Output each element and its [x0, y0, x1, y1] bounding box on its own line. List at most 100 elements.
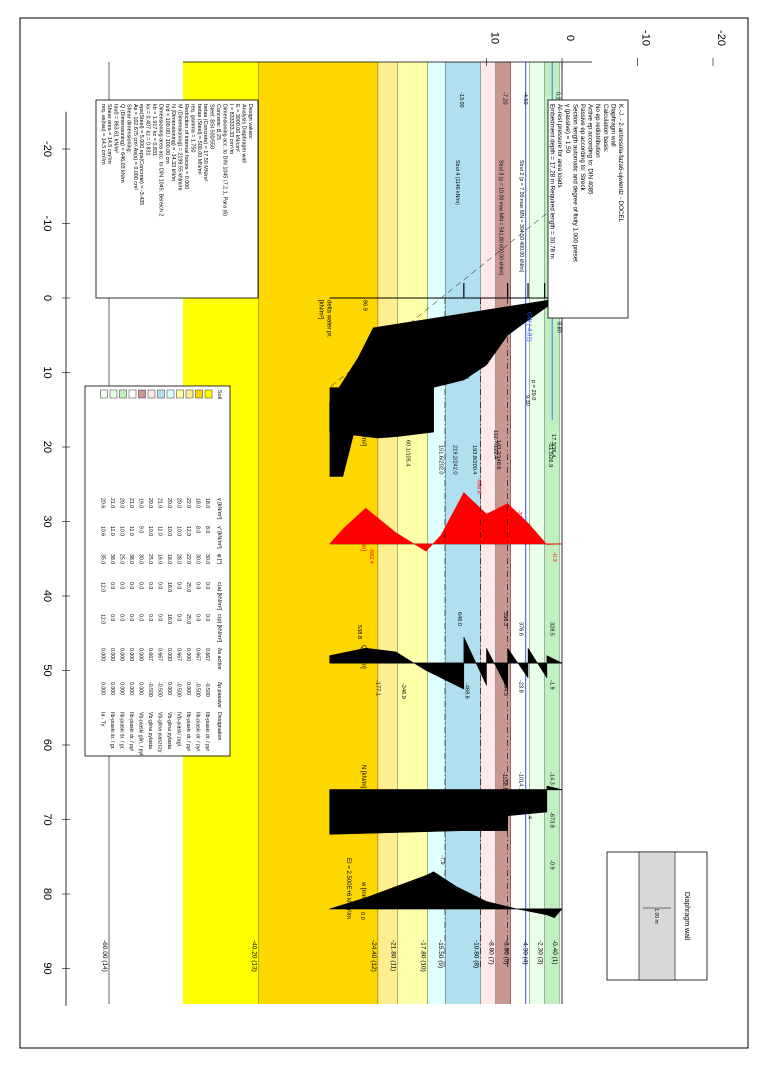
legend-cell: 0.000	[109, 682, 115, 695]
shear-value: -177.1	[374, 680, 380, 696]
legend-header: c(p) [kN/m²]	[216, 614, 222, 643]
legend-cell: Ia - Ty	[100, 712, 106, 727]
legend-header: Soil	[216, 390, 222, 399]
legend-cell: 38.0	[128, 554, 134, 564]
moment-value: -325.2	[516, 510, 522, 526]
design-line: req. gamma = 1.750	[189, 104, 195, 152]
legend-cell: Vb-glina pylasta	[166, 712, 172, 749]
layer-label: -24.40 (12)	[370, 940, 377, 972]
legend-cell: 0.000	[185, 682, 191, 695]
normal-force-value: -1014.1	[518, 772, 524, 791]
design-line: h/d = 100.00 / 100.00 cm	[164, 104, 170, 164]
deflection-value: -7.9	[439, 855, 445, 865]
legend-cell: 0.000	[100, 648, 106, 661]
design-line: tau0 = 863.61 kN/m²	[113, 104, 119, 153]
deflection-title: w [mm]	[360, 881, 366, 902]
wall-thickness: 1.00 m	[653, 908, 659, 923]
legend-cell: -0.500	[195, 682, 201, 697]
layer-label: -8.80 (7)	[488, 940, 495, 965]
layer-label: -6.80 (5)	[503, 940, 510, 965]
depth-label: -4.50	[522, 92, 528, 105]
legend-cell: 20.0	[119, 498, 125, 508]
layer-label: -40.20 (13)	[250, 940, 257, 972]
earth-pressure-value: 77.5	[480, 355, 486, 366]
header-line: Diaphragm wall	[609, 104, 616, 147]
left-axis-tick-label: 50	[41, 664, 53, 676]
legend-cell: 0.000	[128, 648, 134, 661]
wall-section	[638, 851, 676, 981]
legend-header: φ [°]	[216, 554, 222, 565]
moment-value: -61.6	[465, 528, 471, 541]
shear-value: 538.8	[356, 625, 362, 639]
left-axis-tick-label: 0	[41, 295, 53, 301]
left-axis-tick-label: 90	[41, 962, 53, 974]
strut-stage-label: Strut 3 (p = 10.00 max MN = 541.80 600.0…	[498, 160, 504, 276]
legend-cell: 11.0	[128, 526, 134, 536]
earth-pressure-value: -51.5/26.9	[547, 442, 553, 467]
design-line: Dimensioning acc. to DIN 1045 (7.2.1, Pa…	[221, 104, 227, 216]
groundwater-label-right: GW (-4.81)	[526, 312, 532, 342]
header-lines: K.-J. - 2-antresola-faza6-ujwierdz - DOC…	[549, 104, 624, 262]
normal-force-value: -1277.5	[501, 812, 507, 831]
legend-cell: 10.0	[166, 526, 172, 536]
legend-cell: 0.667	[147, 648, 153, 661]
legend-cell: 8.0	[204, 526, 210, 533]
delta-water-unit: [kN/m²]	[318, 300, 324, 320]
legend-header: c(a) [kN/m²]	[216, 582, 222, 611]
legend-cell: 20.6	[100, 498, 106, 508]
header-line: Section length automatic and degree of f…	[571, 104, 578, 262]
depth-label: 0.22	[554, 92, 560, 103]
legend-cell: Ilb-piaski dr. / pył	[185, 712, 191, 751]
legend-cell: 0.667	[204, 648, 210, 661]
shear-value: 646.0	[456, 612, 462, 626]
left-axis-tick-label: 80	[41, 888, 53, 900]
legend-cell: 0.0	[204, 614, 210, 621]
legend-cell: 0.667	[195, 648, 201, 661]
design-line: I = 833333.33 cm⁴/m	[228, 104, 234, 155]
design-line: Analysis Diaphragm wall	[241, 104, 247, 163]
left-axis-tick-label: 70	[41, 813, 53, 825]
header-line: Active ep according to: DIN 4085	[587, 104, 594, 195]
legend-swatch	[119, 389, 127, 399]
legend-cell: 18.0	[166, 554, 172, 564]
legend-cell: 21.0	[109, 498, 115, 508]
legend-cell: 20.0	[147, 498, 153, 508]
layer-label: -21.80 (11)	[389, 940, 396, 971]
legend-cell: 28.0	[176, 554, 182, 564]
top-axis-tick-label: -10	[640, 30, 652, 46]
shear-value: 598.3	[502, 612, 508, 626]
legend-swatch	[166, 389, 175, 399]
design-line: kx = 0.407 kz = 0.831	[145, 104, 151, 156]
design-line: Design values:	[247, 104, 253, 139]
legend-cell: 0.0	[119, 614, 125, 621]
legend-cell: 0.667	[157, 648, 163, 661]
axes: 100-10-20-30-40-50-60-20-100102030405060…	[41, 30, 727, 1006]
earth-pressure-value: p = 29.0	[530, 380, 536, 400]
legend-cell: 0.000	[119, 682, 125, 695]
top-axis-tick-label: -20	[715, 30, 727, 46]
legend-frame	[84, 385, 231, 757]
depth-label: -7.20	[502, 92, 508, 105]
left-axis-tick-label: 10	[41, 366, 53, 378]
header-line: At-rest pressure for area loads	[556, 104, 563, 188]
legend-cell: 19.0	[138, 498, 144, 508]
legend-cell: 0.0	[195, 614, 201, 621]
design-line: betas (Steel) = 500.00 MN/m²	[196, 104, 202, 175]
design-line: As = 102.675 cm² As(s) = 0.000 cm²	[132, 104, 138, 190]
legend-cell: 0.0	[157, 582, 163, 589]
design-line: Shear dimensioning:	[125, 104, 131, 153]
normal-force-value: -673.8	[549, 812, 555, 828]
legend-cell: 0.0	[176, 582, 182, 589]
strut-stage-label: Strut 4 (1146 kN/m)	[454, 160, 460, 205]
legend-cell: Vb-glina piaszczy	[157, 712, 163, 753]
moment-value: -0.3	[551, 552, 557, 562]
top-axis-tick-label: 0	[564, 35, 576, 41]
legend-cell: 38.0	[109, 554, 115, 564]
passive-pressure-fill	[329, 387, 366, 477]
legend-cell: 25.0	[119, 554, 125, 564]
legend-cell: 0.0	[176, 614, 182, 621]
